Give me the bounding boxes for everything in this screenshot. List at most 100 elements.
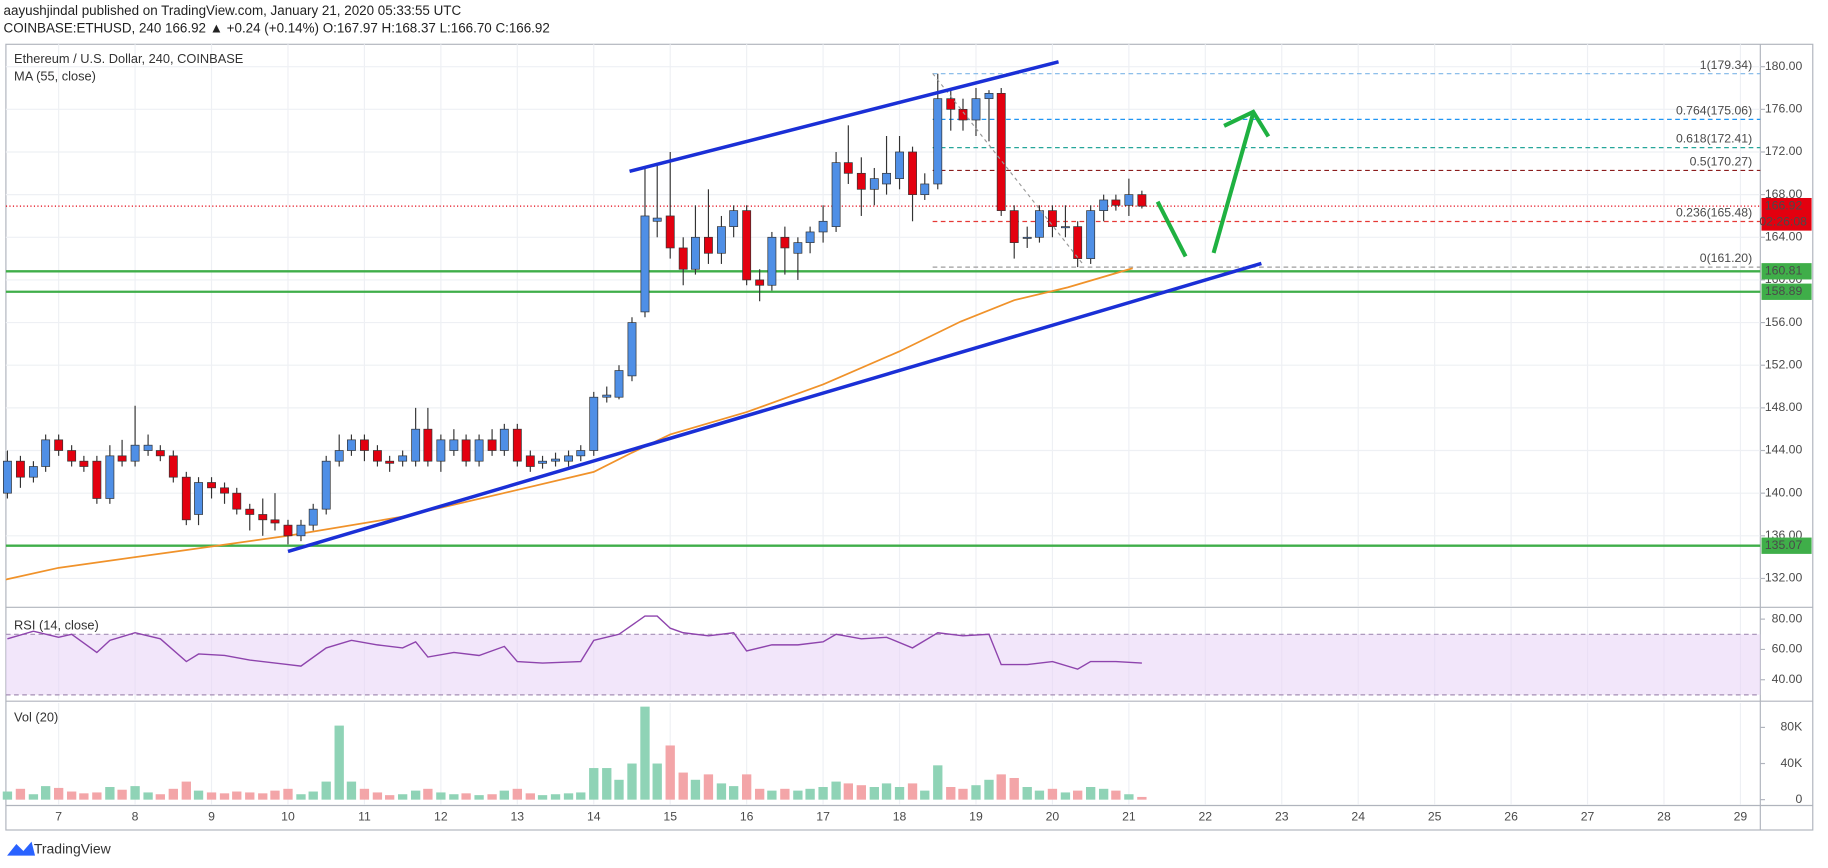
volume-bar [449,794,459,800]
volume-bar [397,794,408,800]
volume-bar [665,745,675,800]
y-tick-label: 168.00 [1765,187,1803,201]
level-badge-label: 135.07 [1765,538,1803,552]
volume-bar [92,792,102,800]
candle-body [805,231,815,243]
volume-bar [1098,788,1109,800]
volume-bar [1137,796,1147,800]
candle-body [551,458,560,462]
countdown-label: 02:26:08 [1759,215,1807,229]
volume-bar [805,788,815,800]
volume-bar [767,790,777,800]
volume-bar [436,792,446,800]
x-tick-label: 14 [587,809,601,823]
volume-bar [576,792,586,800]
candle-body [614,370,624,398]
y-tick-label: 152.00 [1765,357,1803,371]
last-price-badge [1761,197,1812,231]
candle-body [385,460,395,464]
candle-body [28,466,38,478]
candle-body [665,215,675,249]
candle-body [640,215,650,313]
candle-body [564,455,573,462]
x-tick-label: 19 [969,809,983,823]
candle-body [461,439,471,462]
author-line: aayushjindal published on TradingView.co… [4,3,462,18]
candle-body [895,151,904,179]
x-tick-label: 25 [1428,809,1442,823]
volume-bar [843,783,853,800]
volume-bar [894,787,905,800]
candle-body [908,151,917,195]
candle-body [525,455,535,467]
y-tick-label: 148.00 [1765,400,1803,414]
candle-body [602,394,612,398]
volume-bar [984,779,994,800]
volume-bar [1124,794,1134,800]
fib-label: 0.236(165.48) [1676,206,1752,220]
level-badge [1761,537,1812,554]
level-badge-label: 158.89 [1765,284,1803,298]
volume-bar [15,788,26,800]
candle-body [79,460,89,467]
candle-body [538,460,547,464]
volume-bar [716,783,727,800]
candle-body [41,439,51,467]
x-tick-label: 8 [132,809,139,823]
candle-body [1061,226,1070,229]
fib-diagonal [932,73,1085,267]
candle-body [627,322,637,377]
candle-body [232,492,242,510]
candle-body [398,455,408,462]
volume-bar [640,706,650,800]
trendline-lower [287,261,1262,554]
volume-bar [754,788,765,800]
volume-bar [627,763,637,800]
candle-body [258,514,268,521]
x-tick-label: 7 [55,809,62,823]
candle-body [512,428,522,462]
x-tick-label: 28 [1657,809,1671,823]
candle-body [105,455,115,499]
level-badge [1761,283,1812,300]
candle-body [283,524,293,537]
volume-bar [359,788,370,800]
volume-bar [602,768,612,800]
candle-body [487,439,497,451]
candle-body [729,210,739,227]
volume-bar [1009,777,1019,800]
candle-body [207,482,216,489]
fib-label: 0(161.20) [1700,251,1752,265]
volume-bar [996,774,1006,800]
ma-legend: MA (55, close) [14,68,96,83]
volume-bar [308,791,318,800]
candle-body [1099,199,1109,211]
volume-bar [1072,790,1083,800]
candle-body [347,439,356,451]
candle-body [1111,199,1121,206]
volume-bar [232,791,242,800]
candle-body [1086,210,1096,259]
volume-bar [678,772,688,800]
candle-body [856,172,866,190]
volume-bar [563,793,574,800]
volume-bar [321,781,331,800]
candle-body [436,439,446,462]
candle-body [1124,194,1134,206]
rsi-legend: RSI (14, close) [14,617,99,632]
candle-body [1009,210,1019,243]
volume-bar [589,768,599,800]
volume-bar [831,781,841,800]
candle-body [780,236,790,249]
candle-body [372,450,382,462]
candle-body [143,444,153,451]
y-tick-label: 40K [1781,756,1804,770]
volume-bar [296,794,306,800]
x-tick-label: 27 [1581,809,1595,823]
volume-bar [728,786,739,800]
candle-body [818,220,828,233]
plot-area: 7 8 9 10 11 12 13 14 15 16 17 18 19 20 21 22 23 24 25 26 27 2… [2,44,1812,823]
candle-body [321,460,331,510]
candle-body [946,98,956,110]
